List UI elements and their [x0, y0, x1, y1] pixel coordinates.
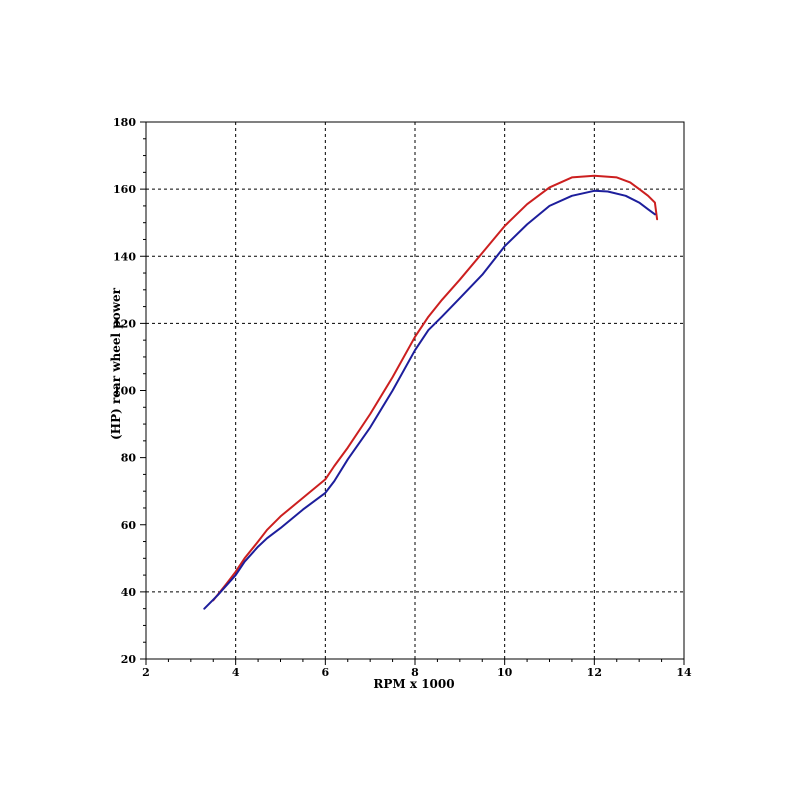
y-tick-label: 140 [113, 250, 136, 263]
y-tick-label: 180 [113, 116, 136, 129]
x-tick-label: 6 [322, 666, 330, 679]
x-tick-label: 2 [142, 666, 150, 679]
y-tick-label: 20 [121, 653, 137, 666]
y-tick-label: 100 [113, 385, 136, 398]
series-line-1 [212, 174, 659, 602]
grid-lines [146, 122, 684, 659]
y-tick-label: 160 [113, 183, 136, 196]
x-tick-label: 12 [587, 666, 602, 679]
x-tick-label: 4 [232, 666, 240, 679]
y-axis-title: (HP) rear wheel power [109, 287, 123, 440]
y-tick-label: 80 [121, 452, 137, 465]
x-tick-label: 8 [411, 666, 419, 679]
x-tick-labels: 2 4 6 8 10 12 14 [142, 666, 692, 679]
minor-ticks [140, 121, 685, 665]
x-tick-label: 14 [676, 666, 692, 679]
y-tick-label: 60 [121, 519, 137, 532]
y-tick-labels: 20 40 60 80 100 120 140 160 180 [113, 116, 136, 666]
y-tick-label: 120 [113, 317, 136, 330]
x-axis-title: RPM x 1000 [373, 677, 454, 691]
series-lines [203, 174, 659, 610]
y-tick-label: 40 [121, 586, 137, 599]
x-tick-label: 10 [497, 666, 513, 679]
series-line-2 [203, 189, 656, 610]
